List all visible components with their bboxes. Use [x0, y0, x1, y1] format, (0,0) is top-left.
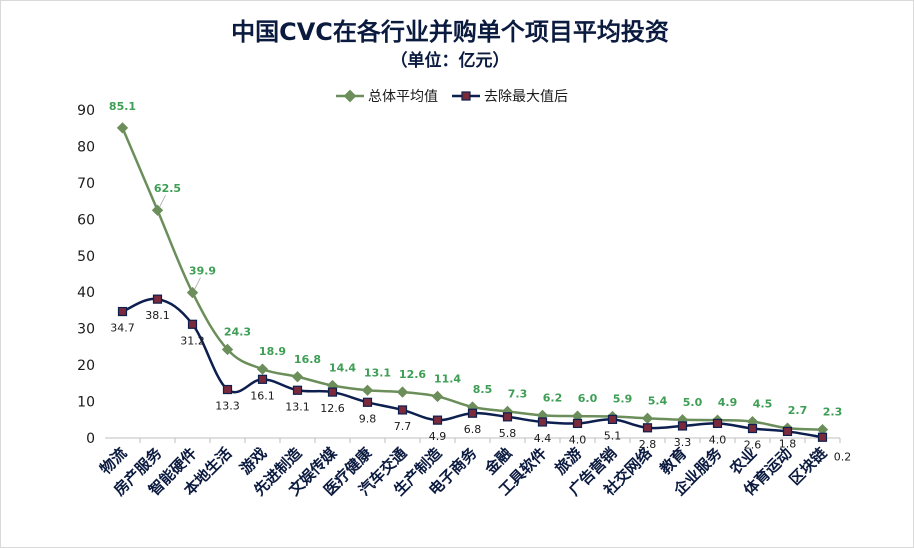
point-total — [816, 423, 829, 436]
point-total — [641, 412, 654, 424]
data-label-excl: 4.0 — [569, 433, 587, 446]
data-label-excl: 5.1 — [604, 429, 622, 442]
point-total — [116, 122, 129, 134]
y-tick-label: 10 — [77, 395, 95, 411]
series-layer — [116, 122, 829, 442]
data-label-total: 13.1 — [364, 366, 391, 379]
point-total — [186, 286, 199, 299]
legend-marker-excl — [461, 91, 471, 101]
data-label-total: 62.5 — [154, 182, 181, 195]
point-excl — [537, 417, 548, 427]
point-total — [361, 384, 374, 396]
y-tick-label: 40 — [77, 285, 95, 301]
legend-label-total: 总体平均值 — [368, 89, 438, 105]
point-excl — [117, 306, 128, 317]
point-excl — [152, 294, 163, 304]
data-label-total: 24.3 — [224, 325, 251, 338]
leader-line — [194, 277, 201, 290]
data-label-excl: 9.8 — [359, 412, 377, 425]
point-total — [431, 390, 444, 403]
chart-subtitle: （单位：亿元） — [391, 50, 510, 71]
legend: 总体平均值 去除最大值后 — [336, 89, 568, 105]
point-excl — [257, 374, 268, 384]
data-label-total: 6.2 — [543, 391, 563, 404]
data-label-excl: 12.6 — [320, 402, 345, 415]
data-label-excl: 13.1 — [285, 400, 310, 413]
data-label-total: 12.6 — [399, 368, 426, 381]
y-tick-label: 20 — [77, 358, 95, 374]
data-label-excl: 6.8 — [464, 423, 482, 436]
data-label-total: 4.9 — [718, 396, 738, 409]
y-tick-label: 70 — [77, 176, 95, 192]
point-excl — [432, 415, 443, 425]
y-tick-label: 80 — [77, 139, 95, 155]
point-total — [221, 343, 234, 356]
y-tick-label: 30 — [77, 322, 95, 338]
point-excl — [747, 423, 758, 434]
data-label-total: 8.5 — [473, 383, 493, 396]
data-label-total: 4.5 — [753, 398, 773, 411]
data-label-total: 18.9 — [259, 345, 286, 358]
data-label-total: 5.0 — [683, 396, 703, 409]
data-label-total: 5.4 — [648, 394, 668, 407]
data-label-total: 2.7 — [788, 404, 808, 417]
point-excl — [327, 387, 338, 397]
data-label-excl: 0.2 — [834, 450, 852, 463]
data-label-excl: 1.8 — [779, 437, 797, 450]
point-excl — [607, 414, 618, 425]
data-label-excl: 7.7 — [394, 420, 412, 433]
data-label-excl: 38.1 — [145, 309, 170, 322]
y-tick-label: 60 — [77, 212, 95, 228]
point-total — [291, 371, 304, 383]
data-label-excl: 4.4 — [534, 432, 552, 445]
data-label-excl: 3.3 — [674, 436, 692, 449]
point-total — [151, 204, 164, 216]
point-excl — [712, 418, 723, 429]
point-excl — [222, 384, 233, 395]
point-excl — [397, 405, 408, 415]
data-label-total: 2.3 — [823, 406, 843, 419]
point-excl — [642, 423, 653, 433]
point-excl — [677, 421, 688, 431]
legend-marker-total — [343, 89, 357, 103]
leader-line — [159, 195, 166, 208]
label-layer: 85.1 62.5 39.9 24.3 18.9 16.8 14.4 13.1 12.6 11.4… — [109, 100, 851, 463]
data-label-excl: 2.6 — [744, 439, 762, 452]
data-label-total: 16.8 — [294, 353, 321, 366]
point-excl — [292, 385, 303, 395]
point-excl — [502, 412, 513, 422]
point-excl — [467, 408, 478, 418]
y-tick-label: 50 — [77, 249, 95, 265]
point-total — [256, 363, 269, 375]
data-label-total: 39.9 — [189, 265, 216, 278]
point-excl — [782, 426, 793, 437]
point-excl — [362, 397, 373, 407]
chart-title: 中国CVC在各行业并购单个项目平均投资 — [231, 18, 669, 46]
data-label-total: 5.9 — [613, 392, 633, 405]
data-label-total: 14.4 — [329, 362, 356, 375]
data-label-excl: 31.2 — [180, 334, 205, 347]
data-label-excl: 4.0 — [709, 433, 727, 446]
point-excl — [572, 418, 583, 429]
data-label-excl: 5.8 — [499, 427, 517, 440]
point-excl — [817, 432, 828, 442]
data-label-excl: 34.7 — [110, 322, 135, 335]
data-label-excl: 2.8 — [639, 438, 657, 451]
point-total — [396, 386, 409, 398]
data-label-excl: 4.9 — [429, 430, 447, 443]
data-label-total: 7.3 — [508, 387, 528, 400]
data-label-total: 11.4 — [434, 372, 461, 385]
point-excl — [187, 319, 198, 329]
data-label-excl: 13.3 — [215, 400, 240, 413]
data-label-total: 6.0 — [578, 392, 598, 405]
y-tick-label: 0 — [86, 431, 95, 447]
legend-label-excl: 去除最大值后 — [484, 89, 568, 105]
data-label-total: 85.1 — [109, 100, 136, 113]
data-label-excl: 16.1 — [250, 389, 275, 402]
y-tick-label: 90 — [77, 103, 95, 119]
